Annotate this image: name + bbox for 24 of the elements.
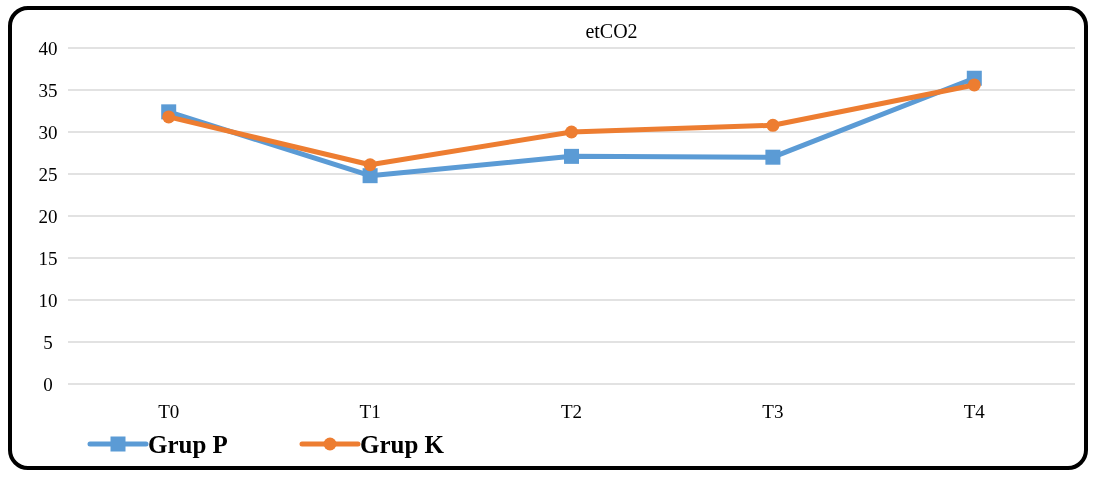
y-tick-label: 0 bbox=[43, 373, 53, 395]
point bbox=[565, 125, 578, 139]
x-tick-label: T0 bbox=[158, 401, 180, 422]
point bbox=[564, 148, 579, 164]
y-tick-label: 25 bbox=[38, 163, 58, 185]
y-tick-label: 30 bbox=[38, 121, 58, 143]
point bbox=[967, 78, 981, 92]
x-tick-label: T4 bbox=[963, 401, 986, 422]
x-tick-label: T3 bbox=[762, 401, 784, 422]
chart-title: etCO2 bbox=[585, 20, 638, 42]
point bbox=[765, 149, 781, 165]
point bbox=[766, 118, 780, 132]
legend-label: Grup P bbox=[148, 430, 228, 458]
point bbox=[162, 110, 176, 124]
y-tick-label: 35 bbox=[38, 79, 58, 101]
y-tick-label: 15 bbox=[38, 247, 58, 269]
y-tick-label: 20 bbox=[38, 205, 58, 227]
legend-label: Grup K bbox=[360, 430, 445, 458]
x-tick-label: T2 bbox=[560, 401, 583, 422]
x-tick-label: T1 bbox=[359, 401, 381, 422]
point bbox=[363, 158, 377, 172]
y-tick-label: 40 bbox=[38, 37, 58, 59]
y-tick-label: 5 bbox=[43, 331, 53, 353]
y-tick-label: 10 bbox=[38, 289, 58, 311]
